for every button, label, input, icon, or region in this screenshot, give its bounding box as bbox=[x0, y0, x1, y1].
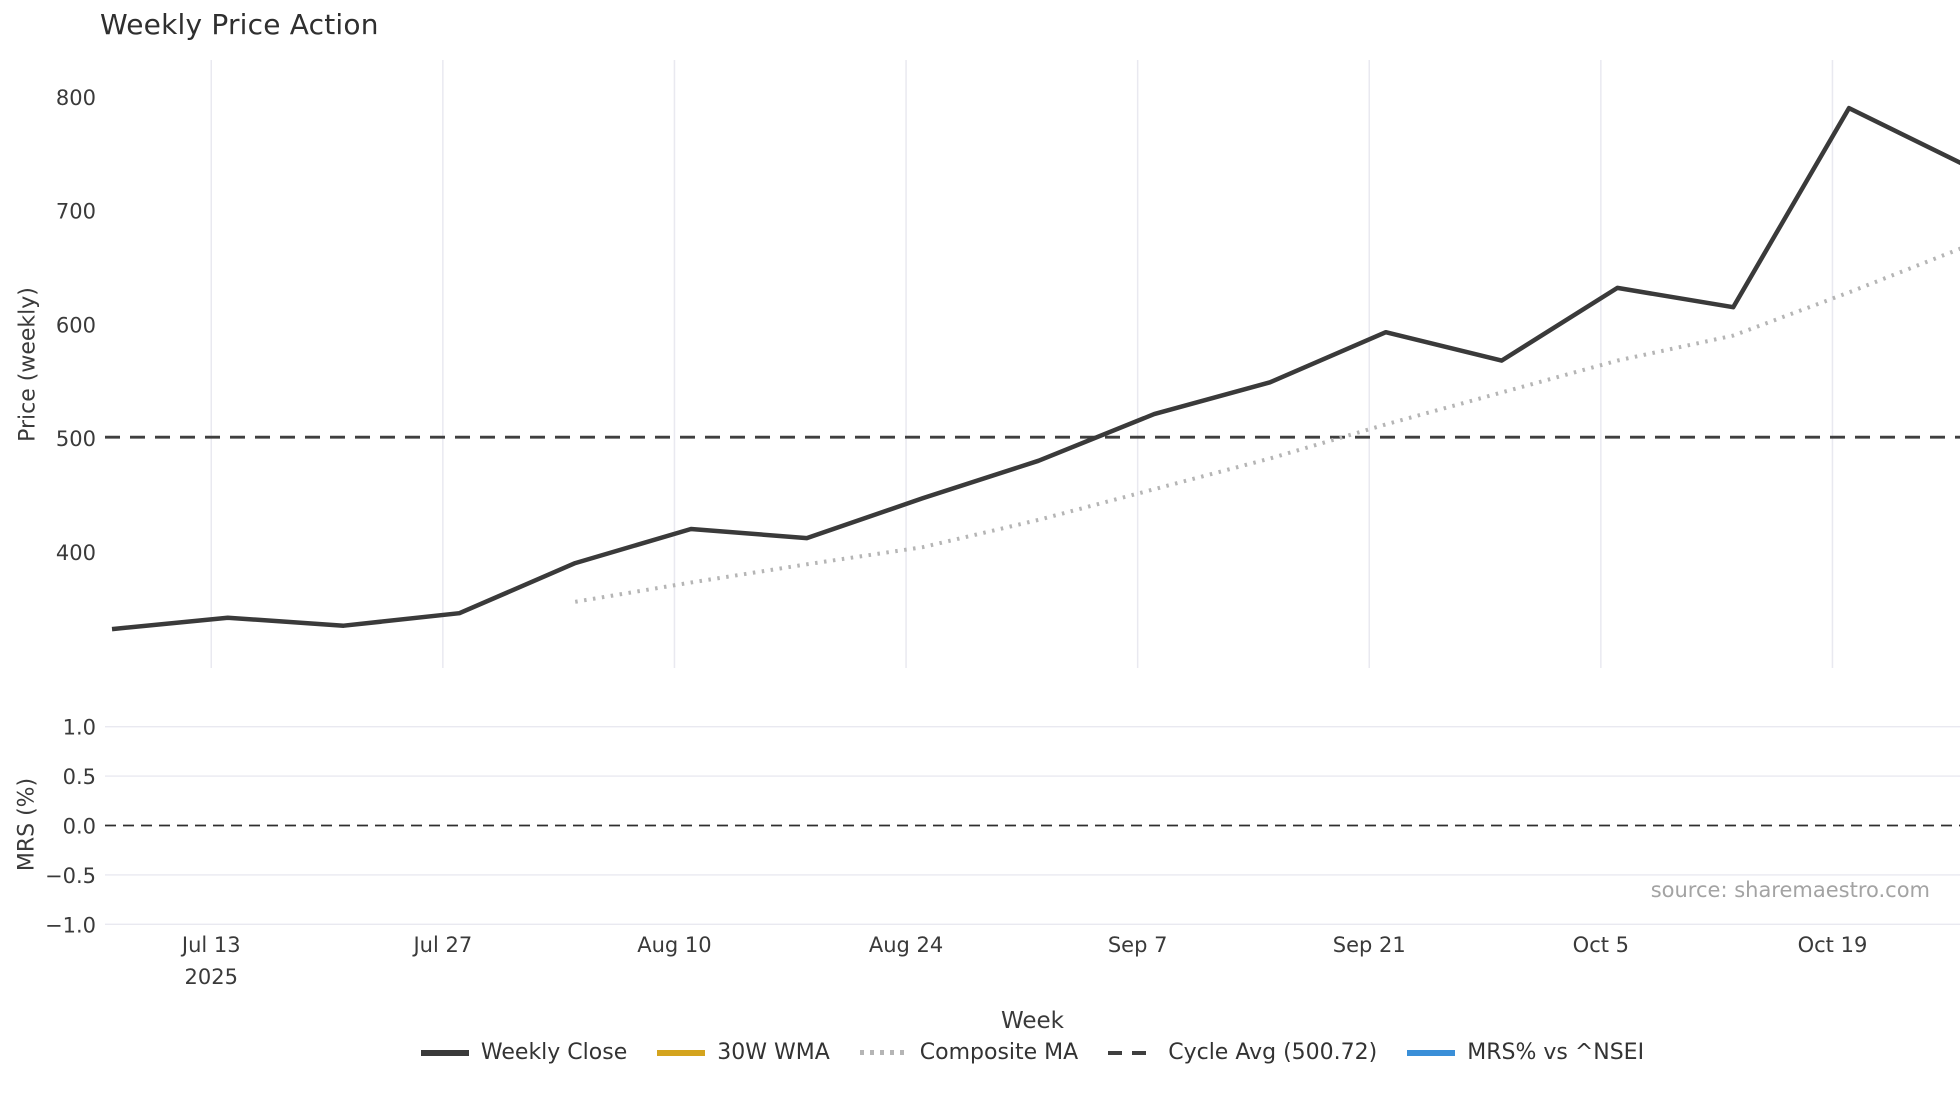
legend-item-mrs-vs-nsei: MRS% vs ^NSEI bbox=[1407, 1040, 1644, 1065]
x-axis-label: Week bbox=[1000, 1008, 1064, 1034]
x-tick-label: Jul 13 bbox=[180, 933, 241, 957]
x-tick-label: Jul 27 bbox=[411, 933, 472, 957]
legend-item-composite-ma: Composite MA bbox=[859, 1040, 1079, 1065]
price-tick-label: 400 bbox=[56, 541, 96, 565]
price-tick-label: 700 bbox=[56, 200, 96, 224]
mrs-tick-label: 0.5 bbox=[63, 765, 96, 789]
x-tick-label: Sep 7 bbox=[1108, 933, 1168, 957]
legend-label: 30W WMA bbox=[717, 1040, 830, 1065]
price-tick-label: 500 bbox=[56, 427, 96, 451]
x-tick-label: Sep 21 bbox=[1333, 933, 1406, 957]
legend-item-cycle-avg-500-72-: Cycle Avg (500.72) bbox=[1108, 1040, 1377, 1065]
legend-swatch-dotted bbox=[859, 1050, 908, 1055]
legend-item-weekly-close: Weekly Close bbox=[420, 1040, 628, 1065]
legend-label: Weekly Close bbox=[480, 1040, 628, 1065]
x-tick-label: Oct 5 bbox=[1573, 933, 1629, 957]
mrs-tick-label: 1.0 bbox=[63, 716, 96, 740]
mrs-tick-label: 0.0 bbox=[63, 815, 96, 839]
composite-ma-line bbox=[574, 246, 1960, 604]
x-tick-label: Aug 10 bbox=[637, 933, 711, 957]
x-tick-label: Oct 19 bbox=[1798, 933, 1868, 957]
price-tick-label: 600 bbox=[56, 313, 96, 337]
chart-legend: Weekly Close 30W WMA Composite MA Cycle Avg… bbox=[105, 1040, 1960, 1065]
x-tick-label: Aug 24 bbox=[869, 933, 943, 957]
price-axis-label: Price (weekly) bbox=[15, 287, 41, 442]
x-tick-year-label: 2025 bbox=[185, 965, 238, 989]
legend-label: Composite MA bbox=[919, 1040, 1079, 1065]
legend-label: Cycle Avg (500.72) bbox=[1168, 1040, 1378, 1065]
legend-swatch-solid bbox=[657, 1049, 706, 1056]
mrs-tick-label: −0.5 bbox=[45, 864, 96, 888]
legend-item-30w-wma: 30W WMA bbox=[657, 1040, 830, 1065]
legend-swatch-dashed bbox=[1108, 1050, 1157, 1055]
mrs-axis-label: MRS (%) bbox=[14, 777, 40, 872]
legend-label: MRS% vs ^NSEI bbox=[1467, 1040, 1645, 1065]
legend-swatch-solid bbox=[420, 1049, 469, 1056]
price-tick-label: 800 bbox=[56, 86, 96, 110]
legend-swatch-solid bbox=[1407, 1049, 1456, 1056]
weekly-close-line bbox=[111, 105, 1960, 632]
mrs-tick-label: −1.0 bbox=[45, 913, 96, 937]
chart-title: Weekly Price Action bbox=[100, 8, 379, 41]
source-credit: source: sharemaestro.com bbox=[1650, 878, 1930, 902]
